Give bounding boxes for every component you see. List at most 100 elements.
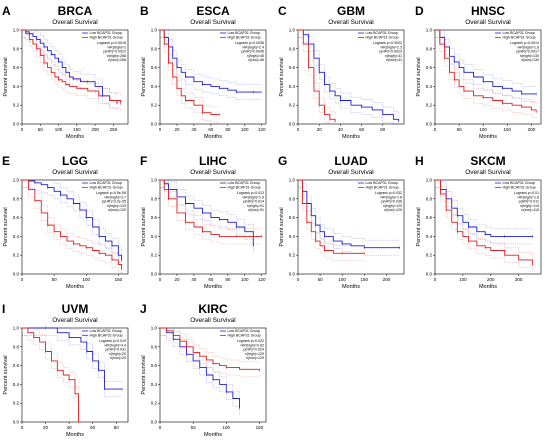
y-tick-label: 0.6 xyxy=(13,215,20,220)
cancer-title: GBM xyxy=(337,4,365,18)
x-tick-label: 200 xyxy=(487,277,495,282)
series-ci-lower xyxy=(160,335,240,416)
y-tick-label: 0.6 xyxy=(13,65,20,70)
series-ci-upper xyxy=(160,327,240,401)
series-line xyxy=(22,327,123,390)
stat-line: HR(high)=2.4 xyxy=(243,45,264,49)
panel-letter: E xyxy=(2,154,10,168)
series-ci-lower xyxy=(22,37,118,111)
y-tick-label: 0.8 xyxy=(426,46,433,51)
panel-letter: C xyxy=(278,4,287,18)
y-tick-label: 1.0 xyxy=(151,326,158,331)
legend-entry: Low BCAP31 Group xyxy=(90,31,122,35)
stat-line: n(high)=20 xyxy=(109,352,126,356)
y-tick-label: 0.8 xyxy=(289,46,296,51)
x-axis-label: Months xyxy=(204,284,222,290)
stat-line: n(high)=91 xyxy=(247,204,264,208)
stat-line: n(high)=46 xyxy=(247,54,264,58)
y-tick-label: 0.6 xyxy=(151,363,158,368)
y-tick-label: 0.2 xyxy=(426,103,433,108)
series-ci-upper xyxy=(22,29,121,96)
y-tick-label: 0.4 xyxy=(289,234,296,239)
y-tick-label: 1.0 xyxy=(426,28,433,33)
x-tick-label: 40 xyxy=(338,127,344,132)
panel-letter: B xyxy=(140,4,149,18)
chart-title: Overall Survival xyxy=(52,169,98,176)
chart-title: Overall Survival xyxy=(190,19,236,26)
x-tick-label: 100 xyxy=(338,277,346,282)
stat-line: Logrank p=0.022 xyxy=(237,339,264,343)
y-tick-label: 0.4 xyxy=(13,84,20,89)
x-axis-label: Months xyxy=(204,432,222,438)
y-tick-label: 0.6 xyxy=(289,65,296,70)
x-tick-label: 0 xyxy=(297,277,300,282)
stat-line: p(HR)=0.036 xyxy=(381,200,402,204)
y-tick-label: 0.0 xyxy=(151,272,158,277)
legend-entry: High BCAP31 Group xyxy=(90,36,123,40)
stat-line: n(high)=129 xyxy=(107,204,126,208)
stat-line: HR(high)=3.7 xyxy=(105,195,126,199)
chart-title: Overall Survival xyxy=(52,19,98,26)
stat-line: Logrank p=9.5e-06 xyxy=(96,191,126,195)
cancer-title: UVM xyxy=(62,302,89,316)
x-tick-label: 60 xyxy=(208,277,214,282)
x-tick-label: 50 xyxy=(457,127,463,132)
y-tick-label: 0.0 xyxy=(151,420,158,425)
y-tick-label: 0.8 xyxy=(426,196,433,201)
series-ci-lower xyxy=(160,37,220,123)
y-tick-label: 0.8 xyxy=(289,196,296,201)
legend-entry: High BCAP31 Group xyxy=(503,36,536,40)
y-tick-label: 0.4 xyxy=(151,234,158,239)
legend-entry: High BCAP31 Group xyxy=(366,36,399,40)
series-ci-lower xyxy=(22,335,79,422)
series-ci-upper xyxy=(160,179,262,230)
series-ci-upper xyxy=(435,29,537,87)
x-tick-label: 50 xyxy=(38,127,44,132)
cancer-title: LUAD xyxy=(334,154,368,168)
legend-entry: Low BCAP31 Group xyxy=(228,181,260,185)
y-tick-label: 0.4 xyxy=(426,234,433,239)
y-axis-label: Percent survival xyxy=(141,355,147,394)
y-tick-label: 0.4 xyxy=(426,84,433,89)
x-tick-label: 80 xyxy=(225,127,231,132)
x-axis-label: Months xyxy=(342,134,360,140)
series-ci-upper xyxy=(298,29,399,114)
panel-letter: G xyxy=(278,154,287,168)
x-tick-label: 80 xyxy=(225,277,231,282)
x-tick-label: 0 xyxy=(434,277,437,282)
stat-line: Logrank p=0.0022 xyxy=(373,41,402,45)
panel-letter: H xyxy=(415,154,424,168)
y-tick-label: 0.0 xyxy=(151,122,158,127)
stat-line: n(low)=46 xyxy=(248,58,264,62)
stat-line: Logrank p=0.0036 xyxy=(235,41,264,45)
x-axis-label: Months xyxy=(66,432,84,438)
x-axis-label: Months xyxy=(66,284,84,290)
cancer-title: LIHC xyxy=(199,154,227,168)
y-tick-label: 1.0 xyxy=(289,178,296,183)
x-tick-label: 0 xyxy=(159,425,162,430)
stat-line: HR(high)=2.3 xyxy=(381,45,402,49)
stat-line: p(HR)=0.0023 xyxy=(379,50,402,54)
x-tick-label: 300 xyxy=(515,277,523,282)
y-tick-label: 0.8 xyxy=(151,196,158,201)
x-tick-label: 200 xyxy=(91,127,99,132)
stat-line: n(high)=41 xyxy=(385,54,402,58)
y-axis-label: Percent survival xyxy=(141,207,147,246)
x-tick-label: 100 xyxy=(55,127,63,132)
y-tick-label: 0.0 xyxy=(13,420,20,425)
y-tick-label: 0.4 xyxy=(13,234,20,239)
y-tick-label: 0.4 xyxy=(151,84,158,89)
x-tick-label: 150 xyxy=(115,277,123,282)
series-ci-upper xyxy=(22,29,118,96)
stat-line: Logrank p=0.013 xyxy=(237,191,264,195)
x-tick-label: 100 xyxy=(82,277,90,282)
y-tick-label: 0.2 xyxy=(13,401,20,406)
legend-entry: High BCAP31 Group xyxy=(228,334,261,338)
y-tick-label: 0.6 xyxy=(426,215,433,220)
y-tick-label: 0.2 xyxy=(426,253,433,258)
x-tick-label: 150 xyxy=(360,277,368,282)
x-tick-label: 0 xyxy=(21,127,24,132)
